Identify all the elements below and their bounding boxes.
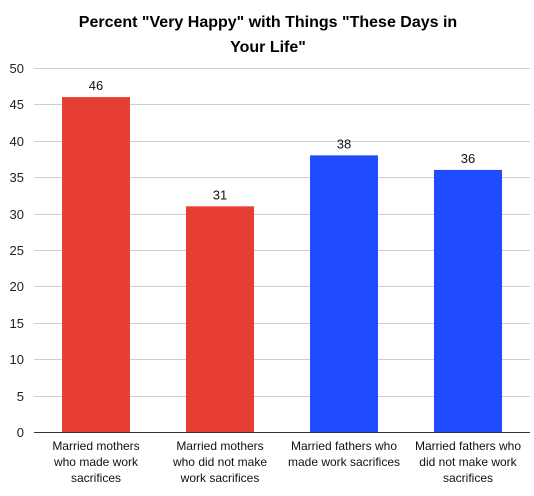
y-tick-label: 10: [10, 352, 24, 367]
y-tick-label: 5: [17, 389, 24, 404]
bar: [434, 169, 502, 433]
x-category-label: Married mothers: [52, 439, 139, 453]
x-category-label: who made work: [53, 455, 139, 469]
y-tick-label: 30: [10, 207, 24, 222]
data-label: 31: [213, 187, 227, 202]
y-tick-label: 20: [10, 279, 24, 294]
bar: [62, 97, 130, 433]
chart-title: Percent "Very Happy" with Things "These …: [79, 14, 457, 56]
y-tick-label: 25: [10, 243, 24, 258]
data-labels: 46 31 38 36: [89, 78, 475, 202]
x-category-label: Married fathers who: [291, 439, 397, 453]
y-tick-label: 15: [10, 316, 24, 331]
bar: [310, 155, 378, 433]
x-category-label: sacrifices: [443, 471, 493, 485]
chart-title-line-2: Your Life": [230, 39, 306, 56]
data-label: 46: [89, 78, 103, 93]
y-tick-label: 35: [10, 170, 24, 185]
data-label: 36: [461, 151, 475, 166]
y-tick-label: 0: [17, 425, 24, 440]
x-axis-category-labels: Married mothers who made work sacrifices Ma…: [52, 439, 521, 485]
bar: [186, 206, 254, 432]
x-category-label: Married fathers who: [415, 439, 521, 453]
chart-title-line-1: Percent "Very Happy" with Things "These …: [79, 14, 457, 31]
x-category-label: who did not make: [172, 455, 267, 469]
x-category-label: did not make work: [419, 455, 517, 469]
x-category-label: work sacrifices: [180, 471, 260, 485]
y-axis-tick-labels: 0 5 10 15 20 25 30 35 40 45 50: [10, 61, 24, 440]
x-category-label: sacrifices: [71, 471, 121, 485]
y-tick-label: 40: [10, 134, 24, 149]
x-category-label: Married mothers: [176, 439, 263, 453]
x-category-label: made work sacrifices: [288, 455, 400, 469]
y-tick-label: 50: [10, 61, 24, 76]
bars: [62, 97, 502, 433]
y-tick-label: 45: [10, 97, 24, 112]
data-label: 38: [337, 136, 351, 151]
